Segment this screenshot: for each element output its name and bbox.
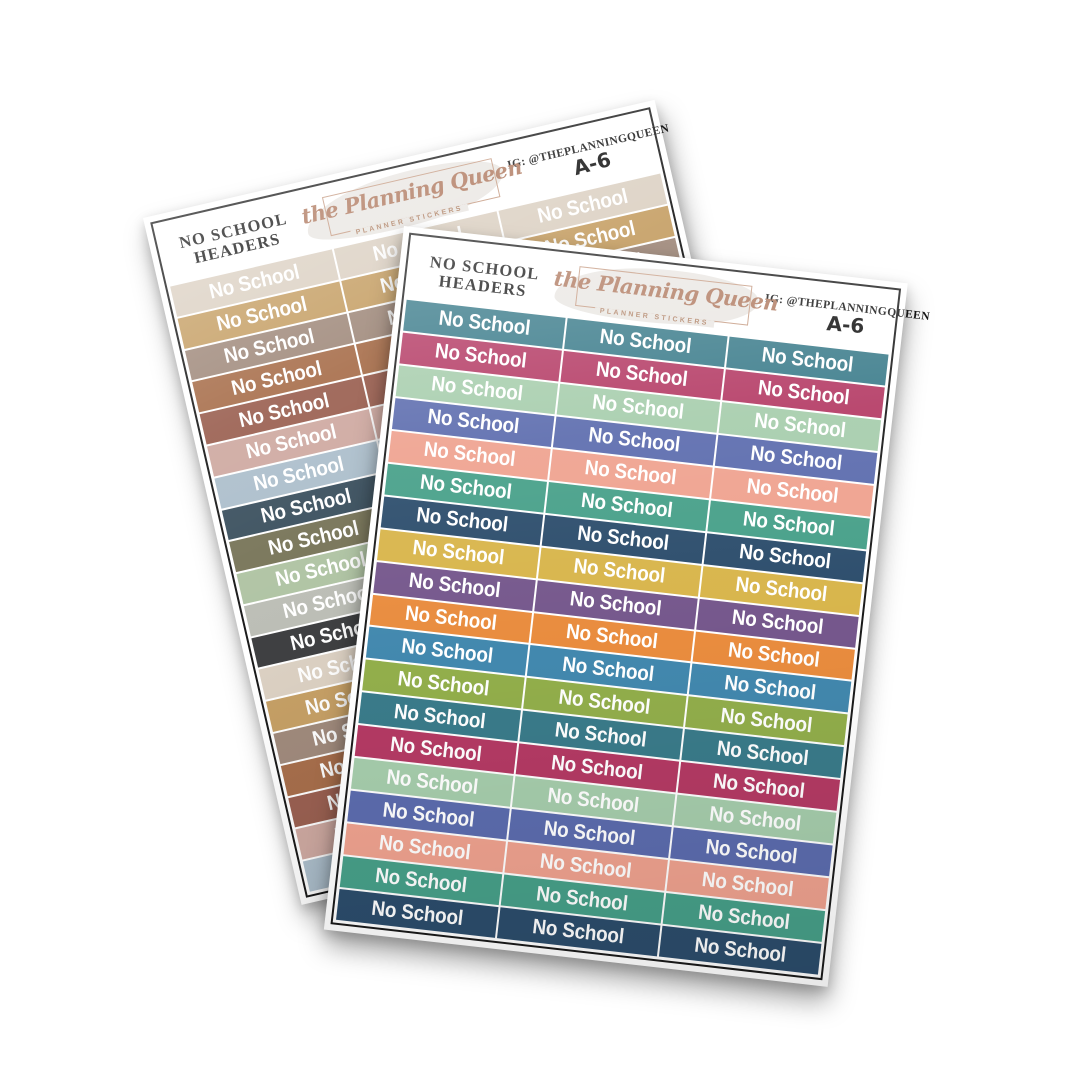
sticker-label-text: No School: [730, 605, 825, 639]
sticker-label-text: No School: [708, 802, 802, 836]
sticker-label-text: No School: [572, 554, 667, 588]
sticker-label-text: No School: [760, 343, 855, 378]
sticker-label-text: No School: [422, 438, 517, 472]
sticker-label-text: No School: [531, 914, 626, 948]
sticker-grid: No School No School No School No School No S…: [336, 299, 889, 975]
sticker-label-text: No School: [396, 667, 491, 701]
sticker-label-text: No School: [370, 896, 465, 930]
sticker-label-text: No School: [756, 376, 851, 410]
sticker-label-text: No School: [752, 409, 847, 443]
sticker-label-text: No School: [554, 718, 649, 752]
sticker-label-text: No School: [693, 933, 787, 967]
sticker-label-text: No School: [715, 736, 810, 770]
sticker-label-text: No School: [726, 638, 821, 672]
sheet-code: A-6: [825, 311, 866, 339]
sticker-label-text: No School: [595, 358, 690, 392]
sticker-label-text: No School: [734, 572, 828, 607]
sticker-label-text: No School: [719, 703, 814, 738]
front-sticker-sheet: NO SCHOOL HEADERS the Planning Queen PLA…: [323, 226, 930, 987]
sticker-label-text: No School: [437, 307, 532, 341]
sticker-label-text: No School: [576, 521, 671, 556]
sticker-label-text: No School: [374, 863, 469, 897]
sticker-label-text: No School: [569, 587, 663, 621]
sticker-label-text: No School: [535, 881, 630, 916]
sticker-label-text: No School: [389, 732, 484, 766]
sticker-label-text: No School: [433, 339, 528, 374]
sticker-label-text: No School: [741, 507, 836, 541]
sticker-label-text: No School: [392, 699, 487, 734]
sticker-label-text: No School: [430, 372, 525, 406]
sticker-label-text: No School: [598, 325, 693, 359]
sticker-label-text: No School: [400, 634, 495, 668]
sticker-label-text: No School: [543, 816, 637, 850]
sticker-label-text: No School: [580, 489, 675, 523]
sticker-label-text: No School: [407, 568, 502, 603]
sticker-label-text: No School: [565, 620, 660, 654]
sheet-meta: IG: @THEPLANNINGQUEEN A-6: [762, 291, 931, 346]
sticker-label-text: No School: [426, 405, 521, 439]
sticker-label-text: No School: [419, 470, 513, 505]
sticker-label-text: No School: [711, 769, 806, 803]
sticker-label-text: No School: [385, 765, 480, 799]
sticker-label-text: No School: [745, 474, 840, 509]
sticker-label-text: No School: [696, 900, 791, 934]
product-title: NO SCHOOL HEADERS: [416, 252, 551, 304]
sheet-border-frame: NO SCHOOL HEADERS the Planning Queen PLA…: [330, 232, 930, 981]
sticker-label-text: No School: [704, 834, 799, 869]
sticker-label-text: No School: [584, 456, 678, 490]
sticker-label-text: No School: [415, 503, 510, 537]
sticker-label-text: No School: [411, 536, 506, 570]
sticker-label-text: No School: [700, 867, 795, 901]
sticker-label-text: No School: [722, 671, 817, 705]
sticker-label-text: No School: [591, 390, 686, 425]
sticker-label-text: No School: [546, 783, 641, 818]
sticker-label-text: No School: [557, 685, 652, 719]
sticker-label-text: No School: [539, 849, 634, 883]
sticker-label-text: No School: [561, 652, 656, 687]
sticker-label-text: No School: [587, 423, 682, 457]
sticker-label-text: No School: [381, 798, 476, 832]
sticker-label-text: No School: [404, 601, 498, 635]
sticker-label-text: No School: [550, 751, 645, 785]
sticker-label-text: No School: [737, 540, 832, 574]
sticker-label-text: No School: [749, 442, 843, 476]
sticker-label-text: No School: [378, 830, 472, 865]
